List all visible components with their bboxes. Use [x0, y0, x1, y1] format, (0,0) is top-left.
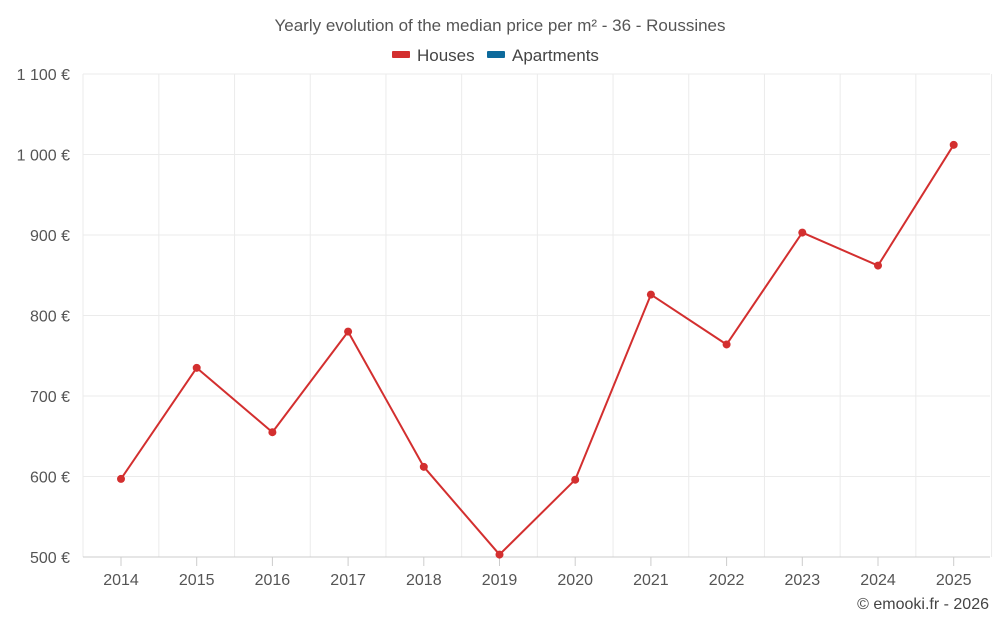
data-point[interactable]	[798, 228, 807, 237]
x-tick-label: 2021	[633, 572, 669, 589]
series-houses	[117, 140, 958, 559]
y-tick-label: 500 €	[30, 550, 70, 567]
legend-item-apartments[interactable]: Apartments	[487, 46, 599, 65]
x-tick-label: 2015	[179, 572, 215, 589]
data-point[interactable]	[192, 363, 201, 372]
data-point[interactable]	[571, 475, 580, 484]
y-axis-labels: 500 € 600 € 700 € 800 € 900 € 1 000 € 1 100 €	[17, 67, 70, 567]
x-tick-label: 2014	[103, 572, 139, 589]
data-point[interactable]	[344, 327, 353, 336]
x-axis-ticks	[120, 557, 955, 566]
x-tick-label: 2023	[785, 572, 821, 589]
legend-label-apartments: Apartments	[512, 46, 599, 65]
x-tick-label: 2019	[482, 572, 518, 589]
series-layer	[117, 140, 958, 559]
x-gridlines	[82, 74, 993, 557]
y-gridlines	[83, 73, 990, 477]
x-tick-label: 2017	[330, 572, 366, 589]
x-axis-labels: 2014 2015 2016 2017 2018 2019 2020 2021 2022 2023…	[103, 572, 971, 589]
data-point[interactable]	[874, 261, 882, 270]
legend-swatch-houses	[392, 51, 410, 58]
data-point[interactable]	[117, 474, 125, 483]
x-tick-label: 2016	[255, 572, 291, 589]
chart-title: Yearly evolution of the median price per…	[274, 16, 725, 35]
data-point[interactable]	[722, 340, 731, 349]
legend-item-houses[interactable]: Houses	[392, 46, 475, 65]
x-tick-label: 2024	[860, 572, 896, 589]
data-point[interactable]	[646, 290, 655, 299]
x-tick-label: 2020	[557, 572, 593, 589]
data-point[interactable]	[495, 550, 504, 559]
legend: Houses Apartments	[392, 46, 599, 65]
x-tick-label: 2022	[709, 572, 745, 589]
x-tick-label: 2018	[406, 572, 442, 589]
series-line	[120, 144, 955, 556]
y-tick-label: 700 €	[30, 389, 70, 406]
data-point[interactable]	[419, 462, 428, 471]
y-tick-label: 900 €	[30, 228, 70, 245]
data-point[interactable]	[268, 428, 277, 437]
legend-swatch-apartments	[487, 51, 505, 58]
y-tick-label: 1 000 €	[17, 148, 70, 165]
data-point[interactable]	[949, 140, 958, 149]
chart-credit: © emooki.fr - 2026	[857, 596, 989, 613]
y-tick-label: 600 €	[30, 470, 70, 487]
legend-label-houses: Houses	[417, 46, 475, 65]
x-tick-label: 2025	[936, 572, 972, 589]
y-tick-label: 1 100 €	[17, 67, 70, 84]
y-tick-label: 800 €	[30, 309, 70, 326]
